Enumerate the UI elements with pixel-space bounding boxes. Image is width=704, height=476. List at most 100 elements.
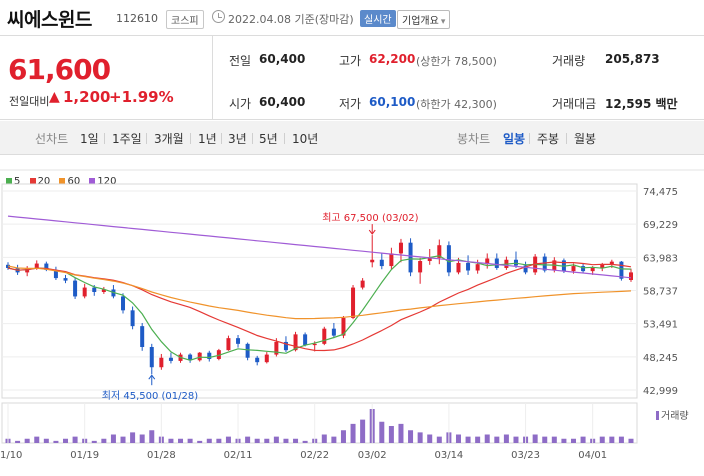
candle-body <box>207 352 212 360</box>
ma-legend: 5 20 60 120 <box>6 176 123 187</box>
legend-ma60-label: 60 <box>67 176 81 187</box>
y-tick-label: 69,229 <box>643 220 678 231</box>
candle-body <box>370 259 375 263</box>
panel-divider <box>212 36 213 120</box>
upper-limit: (상한가 78,500) <box>416 55 497 68</box>
y-tick-label: 53,491 <box>643 320 678 331</box>
legend-ma120[interactable]: 120 <box>89 176 117 187</box>
tab-separator <box>252 133 253 144</box>
high-annotation: 최고 67,500 (03/02) <box>322 213 419 224</box>
tab-separator <box>221 133 222 144</box>
volume-bar <box>187 438 193 443</box>
volume-bar <box>273 436 279 443</box>
price-panel: 61,600 전일대비 ▲ 1,200 +1.99% 전일 60,400 고가 … <box>0 36 704 120</box>
candle-body <box>264 354 269 363</box>
volume-bar <box>465 436 471 443</box>
volume-bar <box>120 436 126 443</box>
candle-body <box>73 280 78 297</box>
price-change-percent: +1.99% <box>109 88 174 106</box>
tab-1d[interactable]: 1일 <box>80 132 99 146</box>
volume-bar <box>53 440 59 443</box>
x-tick-label: 04/01 <box>578 450 607 461</box>
legend-ma5[interactable]: 5 <box>6 176 20 187</box>
compare-label: 전일대비 <box>9 95 50 108</box>
amount-value: 12,595 백만 <box>605 97 678 111</box>
candle-body <box>197 352 202 361</box>
tab-10y[interactable]: 10년 <box>292 132 319 146</box>
legend-ma120-label: 120 <box>97 176 117 187</box>
volume-bar <box>561 438 567 443</box>
candle-chart-label: 봉차트 <box>457 132 491 146</box>
candle-body <box>360 280 365 288</box>
tab-weekly[interactable]: 주봉 <box>537 132 560 146</box>
volume-bar <box>110 434 116 443</box>
y-tick-label: 42,999 <box>643 386 678 397</box>
corp-overview-dropdown[interactable]: 기업개요 ▾ <box>397 10 451 29</box>
volume-bar <box>283 438 289 443</box>
stock-name[interactable]: 씨에스윈드 <box>7 9 92 31</box>
candle-body <box>255 357 260 363</box>
tab-separator <box>566 133 567 144</box>
volume-bar <box>302 440 308 443</box>
x-tick-label: 01/19 <box>70 450 99 461</box>
volume-bar <box>225 436 231 443</box>
legend-ma60[interactable]: 60 <box>59 176 80 187</box>
open-value: 60,400 <box>259 95 306 109</box>
volume-bar <box>503 434 509 443</box>
tab-5y[interactable]: 5년 <box>259 132 278 146</box>
tab-monthly[interactable]: 월봉 <box>574 132 597 146</box>
candle-body <box>101 289 106 292</box>
high-value: 62,200 <box>369 52 416 66</box>
stock-code: 112610 <box>116 12 158 25</box>
tab-1w[interactable]: 1주일 <box>112 132 142 146</box>
chart-tabs: 선차트 1일 1주일 3개월 1년 3년 5년 10년 봉차트 일봉 주봉 월봉 <box>0 121 704 155</box>
legend-ma20[interactable]: 20 <box>29 176 50 187</box>
tab-daily[interactable]: 일봉 <box>503 132 526 146</box>
market-badge: 코스피 <box>166 10 204 29</box>
candle-body <box>437 245 442 258</box>
corp-overview-label: 기업개요 <box>402 16 439 27</box>
volume-bar <box>254 438 260 443</box>
volume-bar <box>408 430 414 443</box>
tab-1y[interactable]: 1년 <box>198 132 217 146</box>
candle-body <box>34 263 39 269</box>
low-annotation: 최저 45,500 (01/28) <box>101 391 199 402</box>
volume-legend: 거래량 <box>656 407 689 422</box>
volume-bar <box>72 436 78 443</box>
tab-3m[interactable]: 3개월 <box>154 132 184 146</box>
volume-bar <box>91 440 97 443</box>
volume-bar <box>618 436 624 443</box>
candle-body <box>226 338 231 351</box>
low-value: 60,100 <box>369 95 416 109</box>
volume-bar <box>43 438 49 443</box>
volume-bar <box>599 436 605 443</box>
volume-bar <box>532 434 538 443</box>
candle-body <box>389 253 394 267</box>
candle-body <box>446 245 451 273</box>
volume-bar <box>513 436 519 443</box>
volume-bar <box>484 434 490 443</box>
stock-header: 씨에스윈드 112610 코스피 2022.04.08 기준(장마감) 실시간 … <box>0 0 704 36</box>
x-tick-label: 02/22 <box>300 450 329 461</box>
candle-body <box>379 259 384 267</box>
ma20-line <box>7 261 632 352</box>
volume-bar <box>628 438 634 443</box>
realtime-button[interactable]: 실시간 <box>360 10 396 27</box>
candle-body <box>475 264 480 271</box>
volume-bar <box>130 432 136 443</box>
volume-bar <box>388 426 394 443</box>
current-price: 61,600 <box>8 53 111 86</box>
lower-limit: (하한가 42,300) <box>416 98 497 111</box>
candle-body <box>121 296 126 311</box>
tab-separator <box>190 133 191 144</box>
volume-value: 205,873 <box>605 52 660 66</box>
candle-body <box>485 258 490 265</box>
candle-body <box>418 261 423 273</box>
candle-body <box>283 341 288 351</box>
volume-bar <box>379 421 385 443</box>
ma5-line <box>7 255 632 361</box>
tab-3y[interactable]: 3년 <box>228 132 247 146</box>
volume-bar <box>216 438 222 443</box>
